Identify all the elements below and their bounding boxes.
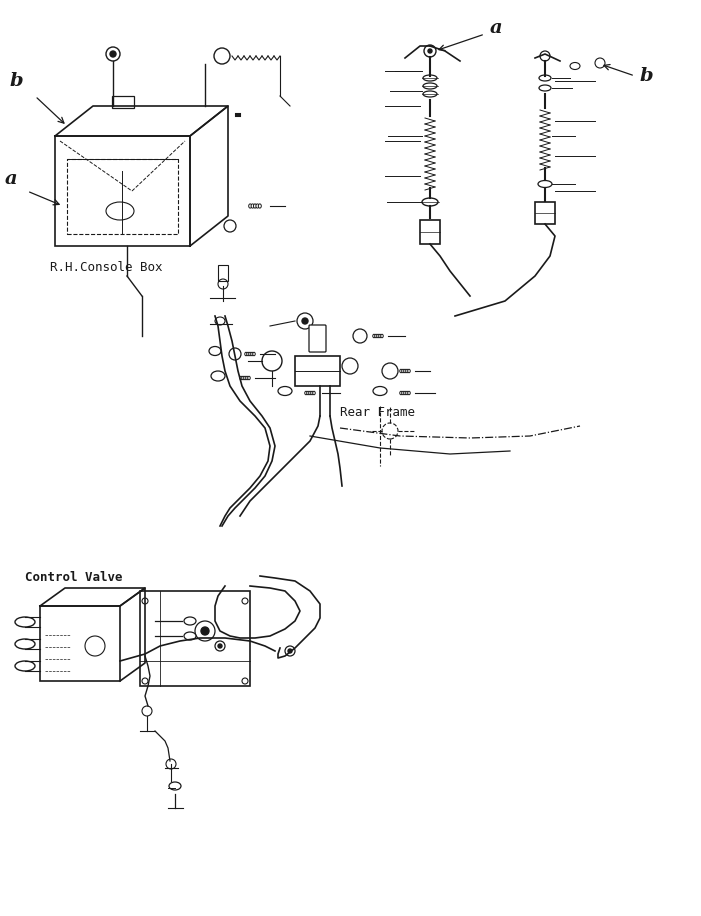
Ellipse shape xyxy=(373,387,387,396)
Text: Rear Frame: Rear Frame xyxy=(340,406,415,419)
Bar xyxy=(40,606,120,681)
Ellipse shape xyxy=(253,353,255,355)
Circle shape xyxy=(218,644,222,648)
Text: R.H.Console Box: R.H.Console Box xyxy=(50,261,163,274)
Bar xyxy=(218,265,228,281)
Ellipse shape xyxy=(242,376,244,380)
Ellipse shape xyxy=(313,391,315,395)
Ellipse shape xyxy=(570,62,580,70)
Ellipse shape xyxy=(256,204,259,208)
Ellipse shape xyxy=(311,391,313,395)
Text: b: b xyxy=(10,72,24,90)
Ellipse shape xyxy=(15,617,35,627)
Ellipse shape xyxy=(406,391,408,395)
Ellipse shape xyxy=(539,85,551,91)
Ellipse shape xyxy=(423,91,437,97)
Circle shape xyxy=(201,627,209,635)
Ellipse shape xyxy=(376,334,379,338)
Ellipse shape xyxy=(402,369,404,373)
Ellipse shape xyxy=(247,376,250,380)
Ellipse shape xyxy=(408,391,410,395)
Ellipse shape xyxy=(247,353,250,355)
Circle shape xyxy=(302,318,308,324)
Text: Control Valve: Control Valve xyxy=(25,571,123,584)
FancyBboxPatch shape xyxy=(309,325,326,352)
Ellipse shape xyxy=(106,202,134,220)
Ellipse shape xyxy=(538,180,552,188)
Ellipse shape xyxy=(400,369,402,373)
Ellipse shape xyxy=(379,334,381,338)
Ellipse shape xyxy=(246,376,248,380)
Ellipse shape xyxy=(251,353,253,355)
Ellipse shape xyxy=(240,376,243,380)
Ellipse shape xyxy=(258,204,261,208)
Ellipse shape xyxy=(400,391,402,395)
Ellipse shape xyxy=(539,75,551,81)
Ellipse shape xyxy=(251,204,254,208)
Ellipse shape xyxy=(406,369,408,373)
Ellipse shape xyxy=(254,204,257,208)
Ellipse shape xyxy=(402,391,404,395)
Circle shape xyxy=(110,51,116,57)
Text: a: a xyxy=(490,19,503,37)
Ellipse shape xyxy=(381,334,383,338)
Ellipse shape xyxy=(249,353,251,355)
Ellipse shape xyxy=(15,661,35,671)
Ellipse shape xyxy=(308,391,311,395)
Bar xyxy=(67,159,178,234)
Ellipse shape xyxy=(209,346,221,355)
Ellipse shape xyxy=(215,317,225,325)
Ellipse shape xyxy=(408,369,410,373)
Ellipse shape xyxy=(169,782,181,790)
Ellipse shape xyxy=(423,83,437,89)
Circle shape xyxy=(288,649,292,653)
Ellipse shape xyxy=(278,387,292,396)
Ellipse shape xyxy=(423,75,437,81)
Text: a: a xyxy=(5,170,18,188)
Ellipse shape xyxy=(422,198,438,206)
Bar xyxy=(55,136,190,246)
Bar xyxy=(535,202,555,224)
Ellipse shape xyxy=(404,369,407,373)
Ellipse shape xyxy=(404,391,407,395)
Text: b: b xyxy=(640,67,653,85)
Ellipse shape xyxy=(184,617,196,625)
Ellipse shape xyxy=(307,391,309,395)
Ellipse shape xyxy=(184,632,196,640)
Bar xyxy=(140,591,250,686)
Ellipse shape xyxy=(305,391,307,395)
Bar xyxy=(295,356,340,386)
Ellipse shape xyxy=(244,376,246,380)
Circle shape xyxy=(428,49,432,53)
Ellipse shape xyxy=(375,334,377,338)
Ellipse shape xyxy=(211,371,225,381)
Ellipse shape xyxy=(373,334,375,338)
Ellipse shape xyxy=(245,353,247,355)
Ellipse shape xyxy=(249,204,252,208)
Bar xyxy=(112,96,134,108)
Ellipse shape xyxy=(15,639,35,649)
Bar xyxy=(420,220,440,244)
